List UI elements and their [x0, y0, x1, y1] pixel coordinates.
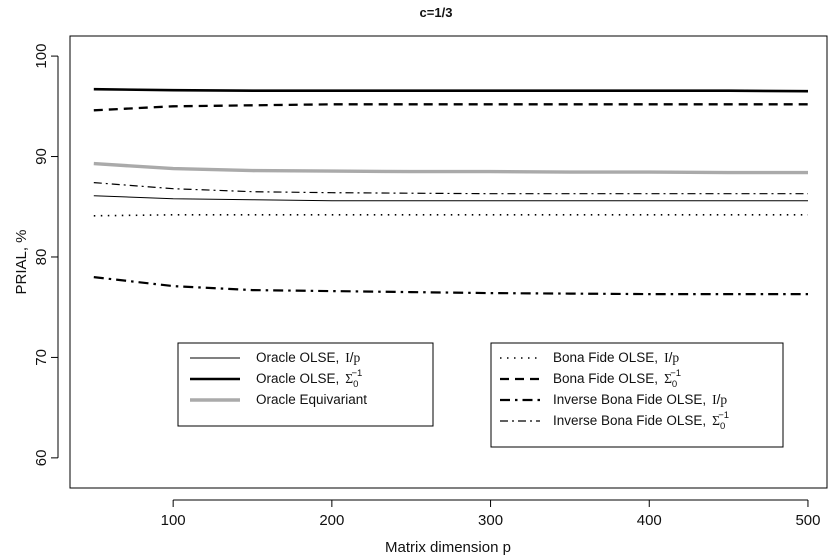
legend-box: [177, 342, 434, 427]
legend-bottom-left: Oracle OLSE, I/p Oracle OLSE, Σ0−1 Oracle Eq…: [177, 342, 434, 427]
x-axis-label: Matrix dimension p: [385, 539, 511, 556]
legend-box: [490, 342, 784, 448]
series-line-2: [93, 87, 809, 93]
x-tick-label: 400: [637, 512, 662, 529]
x-tick-label: 200: [319, 512, 344, 529]
legend-label: Inverse Bona Fide OLSE, Σ0−1: [553, 410, 729, 432]
series-line-3: [93, 161, 808, 175]
x-axis: 100 200 300 400 500: [161, 499, 820, 529]
x-tick-label: 500: [795, 512, 820, 529]
legend-label: Bona Fide OLSE, Σ0−1: [553, 368, 681, 390]
legend-label: Inverse Bona Fide OLSE, I/p: [553, 392, 727, 407]
series-line-6: [93, 276, 808, 296]
y-tick-label: 60: [33, 450, 50, 467]
y-tick-label: 70: [33, 349, 50, 366]
series-line-4: [93, 214, 808, 217]
legend-layer: Oracle OLSE, I/p Oracle OLSE, Σ0−1 Oracle Eq…: [177, 342, 784, 448]
legend-label: Oracle OLSE, I/p: [256, 350, 361, 365]
legend-label: Oracle Equivariant: [256, 392, 367, 407]
y-tick-label: 90: [33, 148, 50, 165]
series-line-7: [93, 182, 808, 195]
y-tick-label: 100: [33, 44, 50, 69]
series-layer: [93, 87, 809, 296]
plot-frame: [69, 35, 828, 489]
x-tick-label: 300: [478, 512, 503, 529]
legend-label: Bona Fide OLSE, I/p: [553, 350, 679, 365]
x-tick-label: 100: [161, 512, 186, 529]
series-line-5: [93, 103, 808, 112]
y-axis: 60 70 80 90 100: [33, 44, 59, 467]
chart-title: c=1/3: [420, 5, 453, 20]
legend-label: Oracle OLSE, Σ0−1: [256, 368, 362, 390]
legend-bottom-right: Bona Fide OLSE, I/p Bona Fide OLSE, Σ0−1 Inv…: [490, 342, 784, 448]
y-axis-label: PRIAL, %: [13, 229, 30, 294]
y-tick-label: 80: [33, 249, 50, 266]
series-line-1: [93, 195, 808, 202]
